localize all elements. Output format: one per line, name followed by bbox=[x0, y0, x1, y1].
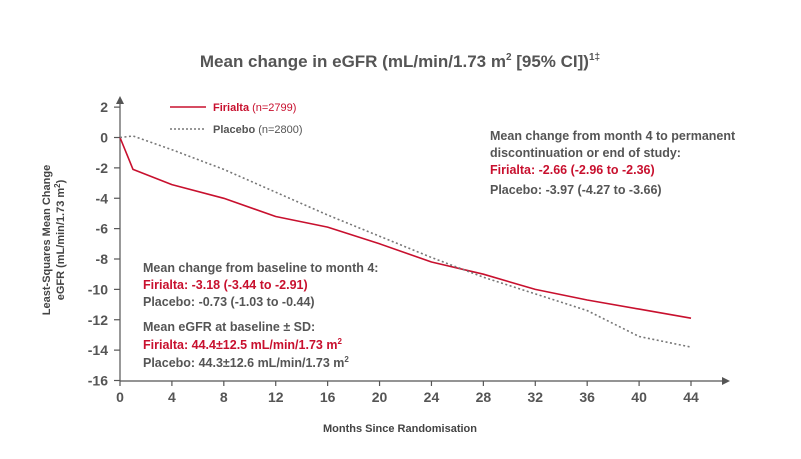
y-tick-label: -10 bbox=[88, 281, 108, 297]
annotation-month4-firialta: Firialta: -2.66 (-2.96 to -2.36) bbox=[490, 163, 655, 177]
x-tick-label: 32 bbox=[527, 389, 543, 405]
annotation-baseline-egfr: Mean eGFR at baseline ± SD: Firialta: 44… bbox=[143, 320, 349, 370]
annotation-baseline-heading: Mean change from baseline to month 4: bbox=[143, 261, 378, 275]
y-tick-label: -12 bbox=[88, 312, 108, 328]
series-line-firialta bbox=[119, 137, 692, 319]
chart-title: Mean change in eGFR (mL/min/1.73 m2 [95%… bbox=[200, 52, 600, 71]
x-axis-ticks: 0 4 8 12 16 20 24 28 32 36 40 44 bbox=[116, 381, 699, 405]
x-tick-label: 28 bbox=[476, 389, 492, 405]
x-axis-title: Months Since Randomisation bbox=[323, 423, 477, 435]
annotation-month4-heading-line2: discontinuation or end of study: bbox=[490, 146, 681, 160]
y-tick-label: 2 bbox=[100, 99, 108, 115]
annotation-month4-heading-line1: Mean change from month 4 to permanent bbox=[490, 129, 736, 143]
annotation-baseline-firialta: Firialta: -3.18 (-3.44 to -2.91) bbox=[143, 278, 308, 292]
legend-label-firialta: Firialta (n=2799) bbox=[213, 102, 296, 114]
y-tick-label: -4 bbox=[96, 190, 109, 206]
x-tick-label: 0 bbox=[116, 389, 124, 405]
x-tick-label: 20 bbox=[372, 389, 388, 405]
annotation-month4-placebo: Placebo: -3.97 (-4.27 to -3.66) bbox=[490, 183, 662, 197]
x-tick-label: 40 bbox=[631, 389, 647, 405]
series-line-placebo bbox=[119, 135, 692, 348]
x-tick-label: 24 bbox=[424, 389, 440, 405]
series-layer bbox=[119, 135, 692, 348]
y-tick-label: 0 bbox=[100, 130, 108, 146]
legend: Firialta (n=2799) Placebo (n=2800) bbox=[170, 102, 303, 136]
y-tick-label: -6 bbox=[96, 221, 109, 237]
x-tick-label: 36 bbox=[579, 389, 595, 405]
y-tick-label: -16 bbox=[88, 373, 108, 389]
x-tick-label: 4 bbox=[168, 389, 176, 405]
x-axis-arrow bbox=[722, 377, 730, 385]
annotation-egfr-placebo: Placebo: 44.3±12.6 mL/min/1.73 m2 bbox=[143, 355, 349, 370]
y-axis-title-line2: eGFR (mL/min/1.73 m2) bbox=[53, 179, 67, 300]
x-tick-label: 44 bbox=[683, 389, 699, 405]
annotation-egfr-firialta: Firialta: 44.4±12.5 mL/min/1.73 m2 bbox=[143, 337, 342, 352]
y-tick-label: -2 bbox=[96, 160, 109, 176]
annotation-baseline-placebo: Placebo: -0.73 (-1.03 to -0.44) bbox=[143, 295, 315, 309]
annotation-egfr-heading: Mean eGFR at baseline ± SD: bbox=[143, 320, 315, 334]
annotation-baseline-to-month4: Mean change from baseline to month 4: Fi… bbox=[143, 261, 378, 309]
x-tick-label: 16 bbox=[320, 389, 336, 405]
x-tick-label: 8 bbox=[220, 389, 228, 405]
y-axis-ticks: 2 0 -2 -4 -6 -8 -10 -12 -14 -16 bbox=[88, 99, 120, 389]
y-axis-title-line1: Least-Squares Mean Change bbox=[41, 165, 53, 315]
legend-label-placebo: Placebo (n=2800) bbox=[213, 124, 303, 136]
y-tick-label: -14 bbox=[88, 342, 108, 358]
x-tick-label: 12 bbox=[268, 389, 284, 405]
y-tick-label: -8 bbox=[96, 251, 109, 267]
annotation-month4-to-end: Mean change from month 4 to permanent di… bbox=[490, 129, 736, 197]
y-axis-arrow bbox=[116, 96, 124, 104]
